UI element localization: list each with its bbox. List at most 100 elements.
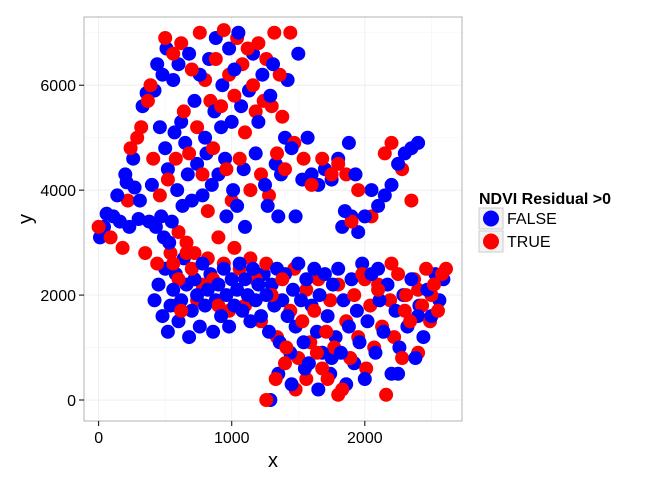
data-point-true [184,261,199,276]
data-point-false [301,356,316,371]
data-point-true [384,135,399,150]
data-point-false [263,88,278,103]
data-point-false [384,366,399,381]
data-point-false [355,256,370,271]
data-point-false [337,204,352,219]
data-point-true [171,272,186,287]
data-point-false [167,125,182,140]
data-point-true [200,204,215,219]
data-point-false [132,193,147,208]
data-point-true [166,46,181,61]
data-point-true [176,104,191,119]
data-point-true [383,293,398,308]
data-point-true [279,340,294,355]
data-point-false [320,309,335,324]
data-point-true [419,261,434,276]
data-point-false [408,351,423,365]
y-tick-label: 0 [67,393,76,410]
data-point-false [284,141,299,156]
data-point-true [195,167,210,182]
data-point-false [99,206,114,221]
data-point-false [171,314,186,329]
data-point-true [240,41,255,56]
data-point-false [260,198,275,213]
data-point-true [251,36,266,51]
data-point-false [118,167,133,182]
x-axis-ticks: 0 1000 2000 [94,421,383,447]
data-point-false [391,156,406,171]
data-point-false [291,46,306,61]
data-point-false [218,151,233,166]
data-point-false [171,57,186,72]
data-point-false [299,272,314,287]
data-point-true [123,141,138,156]
data-point-true [283,25,298,40]
data-point-true [304,177,319,192]
data-point-false [200,282,215,297]
y-tick-label: 6000 [40,78,76,95]
data-point-false [93,230,107,245]
data-point-false [230,198,245,213]
data-point-false [190,288,205,303]
data-point-false [286,282,300,297]
legend-marker-true [483,233,499,250]
data-point-false [184,303,199,318]
data-point-true [214,99,229,114]
data-point-false [195,256,210,271]
data-point-true [182,146,197,161]
data-point-false [219,288,234,303]
data-point-true [315,151,330,166]
data-point-false [267,298,282,313]
data-point-false [376,324,391,339]
data-point-false [284,377,299,392]
data-point-false [214,120,229,135]
data-point-false [270,261,284,276]
data-point-false [160,162,175,177]
data-point-false [206,324,221,339]
data-point-true [246,78,260,93]
data-point-true [158,31,173,45]
y-tick-label: 4000 [40,183,76,200]
data-point-false [160,324,175,339]
data-point-false [262,324,276,339]
data-point-true [262,188,276,203]
data-point-true [115,240,130,255]
data-point-true [319,324,334,339]
data-point-false [190,156,205,171]
data-point-false [226,183,241,198]
data-point-false [180,167,195,182]
legend-label-true: TRUE [507,234,551,251]
data-point-false [211,277,226,292]
data-point-false [182,330,197,345]
data-point-false [259,288,274,303]
data-point-true [307,303,322,318]
data-point-false [300,130,315,145]
data-point-false [248,146,263,161]
data-point-true [391,267,406,282]
data-point-false [192,319,207,334]
data-point-true [227,88,242,103]
data-point-true [371,282,386,297]
data-point-false [122,219,137,234]
data-point-false [317,267,332,282]
data-point-false [341,135,356,150]
data-point-false [174,293,189,308]
data-point-true [351,183,366,198]
data-point-true [267,25,282,40]
data-point-true [335,382,350,397]
data-point-false [164,214,179,229]
data-point-false [294,293,308,308]
data-point-false [216,261,231,276]
data-point-true [208,52,223,66]
data-point-false [404,272,419,287]
data-point-false [351,225,366,240]
data-point-false [224,272,239,287]
data-point-false [392,340,407,355]
data-point-true [272,67,287,82]
data-point-false [234,99,249,114]
data-point-true [120,193,135,208]
data-point-false [182,46,197,61]
data-point-false [341,319,356,334]
data-point-false [158,141,173,156]
